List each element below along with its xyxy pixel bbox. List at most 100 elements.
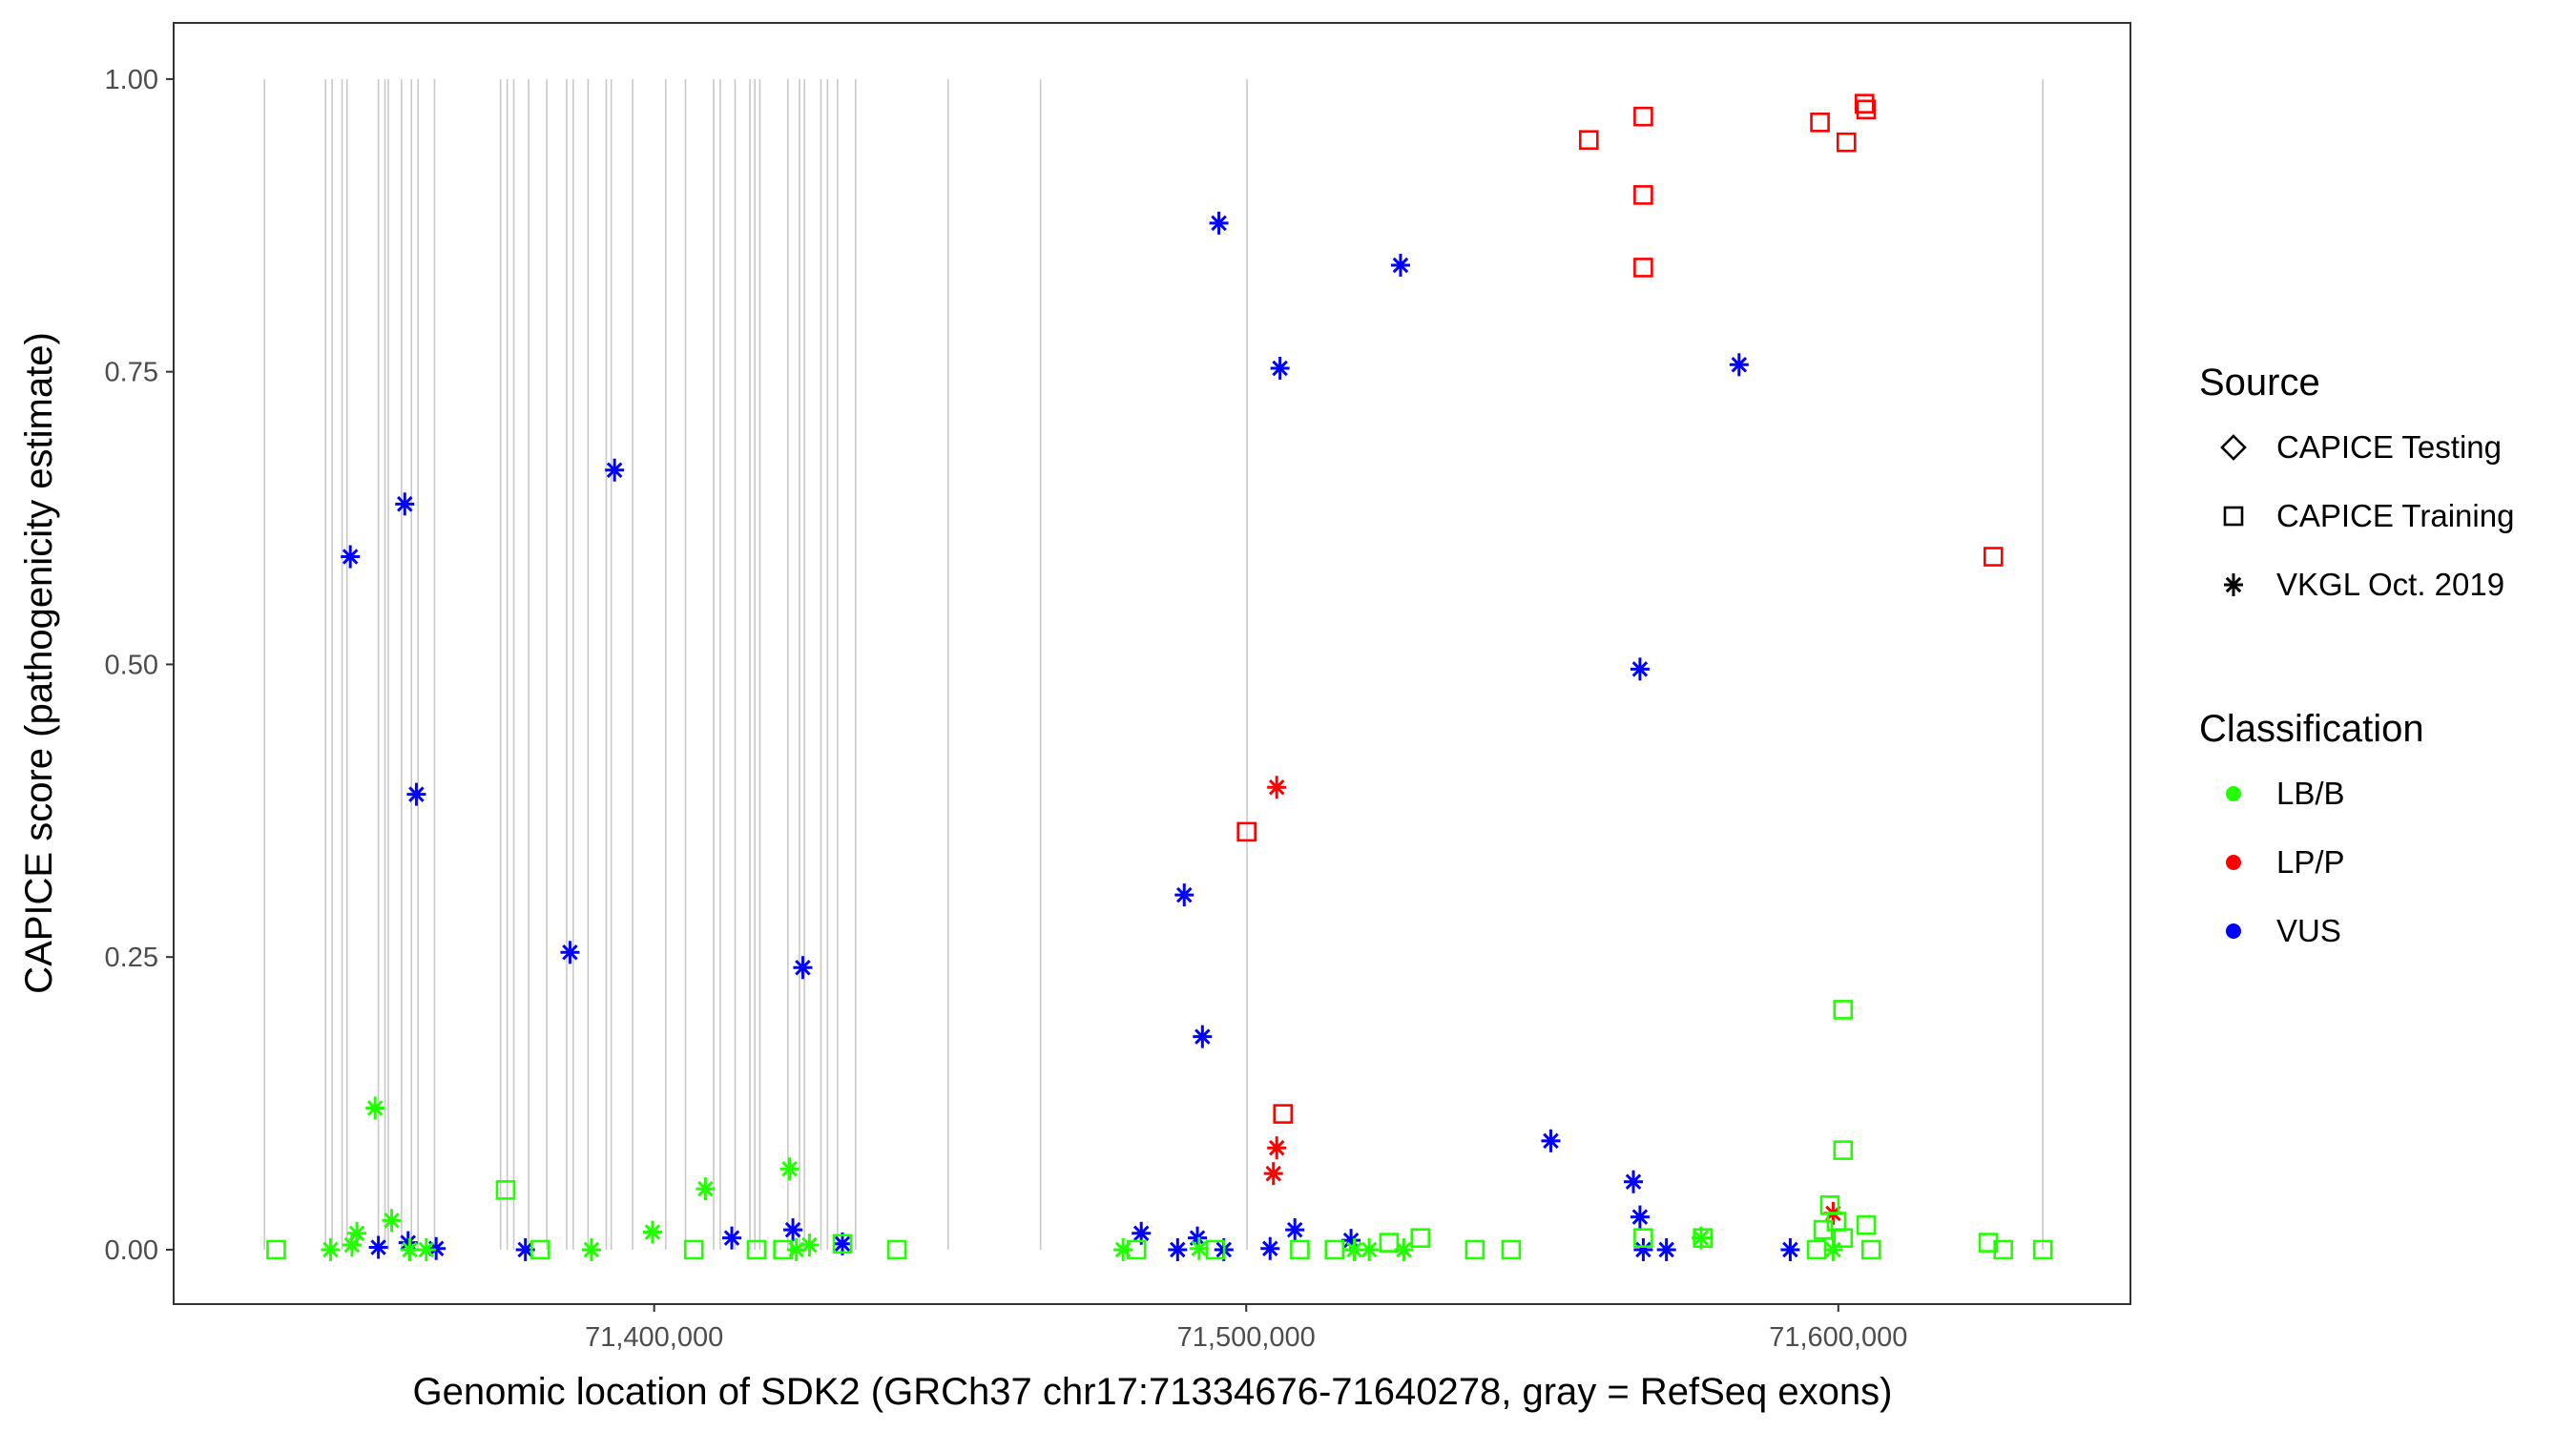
data-point <box>1630 1205 1650 1229</box>
data-point <box>1260 1236 1280 1260</box>
data-point <box>1267 1136 1287 1160</box>
data-point <box>1806 1239 1827 1260</box>
data-point <box>1823 1237 1843 1261</box>
legend-source-label: CAPICE Testing <box>2276 429 2502 465</box>
data-point <box>1465 1239 1485 1260</box>
data-point <box>2032 1239 2053 1260</box>
data-point <box>1501 1239 1522 1260</box>
x-axis-title: Genomic location of SDK2 (GRCh37 chr17:7… <box>413 1371 1893 1413</box>
data-point <box>642 1220 662 1244</box>
data-point <box>1978 1233 1999 1253</box>
data-point <box>1633 185 1653 205</box>
data-point <box>1856 1214 1877 1235</box>
data-point <box>1729 353 1749 377</box>
data-point <box>1833 1228 1854 1248</box>
legend: Source CAPICE Testing CAPICE Training VKGL… <box>2199 362 2514 948</box>
data-point <box>1833 1000 1854 1020</box>
data-point <box>1693 1228 1713 1248</box>
data-point <box>341 545 361 569</box>
legend-dot-icon <box>2226 923 2241 939</box>
data-point <box>886 1239 907 1260</box>
data-point <box>368 1235 388 1259</box>
data-point <box>793 956 813 980</box>
data-point <box>696 1177 716 1201</box>
data-point <box>342 1234 362 1257</box>
data-point <box>1410 1228 1431 1248</box>
legend-asterisk-icon <box>2224 573 2243 596</box>
x-tick-label: 71,400,000 <box>585 1322 723 1353</box>
data-point <box>1836 132 1857 153</box>
legend-class-label: LB/B <box>2276 776 2345 811</box>
data-point <box>1993 1239 2013 1260</box>
data-point <box>581 1237 601 1261</box>
data-point <box>1656 1237 1676 1261</box>
data-point <box>1833 1140 1854 1160</box>
data-point <box>1267 776 1287 799</box>
data-point <box>800 1234 820 1257</box>
data-point <box>1285 1218 1305 1242</box>
data-point <box>783 1218 803 1242</box>
data-point <box>560 941 580 964</box>
data-point <box>1983 547 2004 567</box>
data-point <box>321 1237 341 1261</box>
y-tick-label: 0.50 <box>105 650 158 680</box>
data-point <box>1360 1237 1380 1261</box>
x-tick-label: 71,500,000 <box>1177 1322 1316 1353</box>
data-point <box>832 1234 853 1255</box>
data-point <box>1209 211 1229 235</box>
exon-lines <box>263 78 2044 1250</box>
legend-source-title: Source <box>2199 362 2320 404</box>
data-point <box>1633 106 1653 127</box>
data-point <box>382 1209 402 1233</box>
legend-dot-icon <box>2226 855 2241 870</box>
data-point <box>1193 1025 1213 1048</box>
data-point <box>365 1096 385 1120</box>
data-point <box>1189 1236 1209 1260</box>
data-point <box>605 458 625 482</box>
data-point <box>1633 1237 1653 1261</box>
data-point <box>1379 1233 1400 1253</box>
data-point <box>1854 93 1875 114</box>
data-point <box>395 492 415 516</box>
data-point <box>773 1239 793 1260</box>
data-point <box>1780 1237 1800 1261</box>
data-point <box>1624 1170 1644 1193</box>
y-tick-label: 0.25 <box>105 943 158 973</box>
legend-diamond-icon <box>2220 434 2247 461</box>
x-tick-label: 71,600,000 <box>1769 1322 1907 1353</box>
plot-panel-border <box>173 22 2131 1305</box>
data-point <box>746 1239 767 1260</box>
data-point <box>779 1157 800 1181</box>
data-point <box>683 1239 704 1260</box>
y-tick-label: 1.00 <box>105 65 158 95</box>
data-point <box>530 1239 551 1260</box>
data-point <box>416 1237 436 1261</box>
legend-class-label: LP/P <box>2276 844 2345 880</box>
legend-source-label: CAPICE Training <box>2276 498 2514 533</box>
data-point <box>1273 1104 1294 1124</box>
data-point <box>266 1239 286 1260</box>
data-point <box>1633 1228 1653 1248</box>
data-point <box>406 782 426 806</box>
y-axis-title: CAPICE score (pathogenicity estimate) <box>18 332 60 994</box>
data-point <box>1290 1239 1310 1260</box>
y-axis: 0.00 0.25 0.50 0.75 1.00 <box>105 65 174 1266</box>
data-point <box>1324 1239 1345 1260</box>
data-point <box>1174 883 1195 907</box>
data-point <box>722 1226 742 1250</box>
data-point <box>1390 253 1410 277</box>
y-tick-label: 0.75 <box>105 358 158 388</box>
y-tick-label: 0.00 <box>105 1235 158 1266</box>
data-point <box>1856 99 1877 120</box>
data-points <box>266 93 2053 1261</box>
data-point <box>1168 1237 1188 1261</box>
legend-dot-icon <box>2226 786 2241 801</box>
legend-square-icon <box>2223 506 2244 527</box>
data-point <box>1126 1239 1147 1260</box>
data-point <box>1633 258 1653 278</box>
data-point <box>1810 112 1830 133</box>
legend-classification-title: Classification <box>2199 708 2424 750</box>
data-point <box>1578 130 1599 151</box>
data-point <box>1263 1162 1283 1186</box>
